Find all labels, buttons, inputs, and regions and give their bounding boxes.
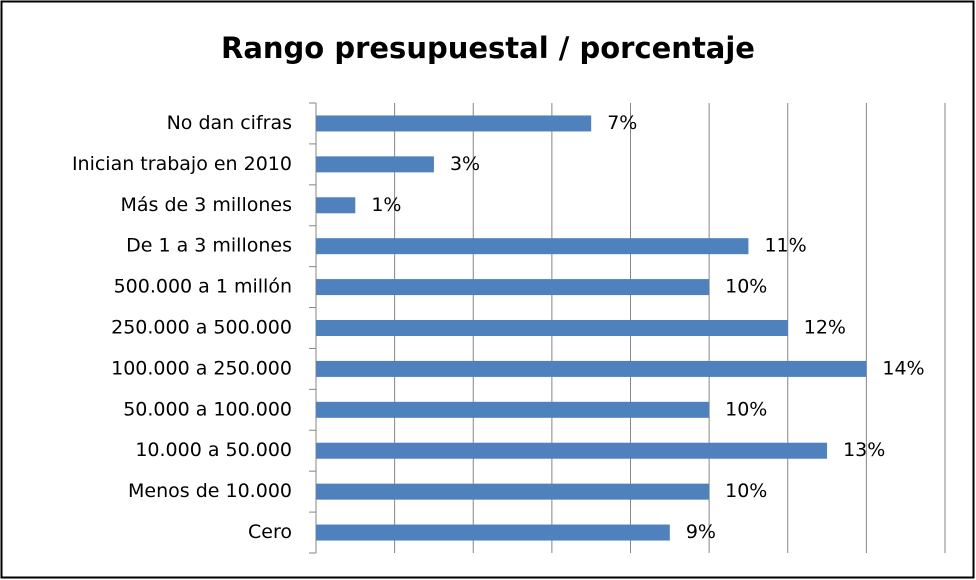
y-tick-label: Inician trabajo en 2010: [72, 153, 292, 175]
y-tick-label: 500.000 a 1 millón: [114, 276, 292, 298]
data-label: 14%: [882, 357, 924, 379]
data-label: 10%: [725, 398, 767, 420]
data-label: 10%: [725, 480, 767, 502]
bar: [316, 320, 788, 336]
bar: [316, 360, 867, 377]
y-tick-label: Menos de 10.000: [128, 480, 292, 502]
bar: [316, 279, 710, 296]
y-tick-label: 100.000 a 250.000: [111, 357, 292, 379]
y-tick-label: Más de 3 millones: [121, 194, 293, 216]
data-label: 9%: [686, 521, 716, 543]
bar: [316, 238, 749, 255]
y-tick-label: 10.000 a 50.000: [135, 439, 292, 461]
y-tick-label: Cero: [248, 521, 292, 543]
data-label: 11%: [764, 235, 806, 257]
y-tick-label: 250.000 a 500.000: [111, 317, 292, 339]
chart-title: Rango presupuestal / porcentaje: [221, 31, 755, 65]
bar: [316, 483, 710, 500]
bar: [316, 197, 356, 214]
data-label: 13%: [843, 439, 885, 461]
bar: [316, 156, 434, 173]
data-label: 1%: [371, 194, 401, 216]
data-label: 12%: [804, 317, 846, 339]
bar: [316, 442, 828, 459]
bar: [316, 115, 592, 132]
data-label: 7%: [607, 112, 637, 134]
y-tick-label: De 1 a 3 millones: [126, 235, 292, 257]
bar: [316, 524, 670, 541]
data-label: 3%: [450, 153, 480, 175]
y-tick-label: 50.000 a 100.000: [123, 398, 292, 420]
data-label: 10%: [725, 276, 767, 298]
bar: [316, 401, 710, 418]
y-tick-label: No dan cifras: [167, 112, 292, 134]
